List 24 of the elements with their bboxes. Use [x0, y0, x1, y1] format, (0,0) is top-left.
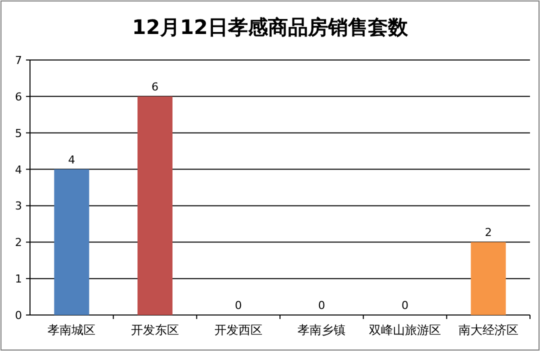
x-tick-label: 孝南城区	[48, 323, 96, 337]
y-tick-label: 0	[15, 309, 22, 322]
y-tick-label: 3	[15, 200, 22, 213]
data-label: 0	[318, 299, 326, 312]
data-label: 0	[234, 299, 242, 312]
chart-title: 12月12日孝感商品房销售套数	[132, 15, 409, 39]
bar	[138, 96, 172, 315]
data-label: 2	[484, 226, 492, 240]
y-tick-label: 6	[15, 90, 22, 104]
data-label: 4	[68, 153, 76, 166]
bar	[470, 242, 506, 315]
y-tick-label: 7	[15, 54, 22, 67]
data-label: 0	[402, 299, 408, 312]
y-tick-label: 5	[15, 126, 22, 140]
bar	[54, 169, 90, 315]
x-tick-label: 开发东区	[131, 323, 179, 337]
y-tick-label: 1	[15, 272, 22, 286]
y-tick-label: 4	[15, 163, 22, 176]
data-label: 6	[152, 80, 158, 94]
x-tick-label: 南大经济区	[458, 323, 518, 337]
x-tick-label: 双峰山旅游区	[369, 323, 441, 337]
x-tick-label: 孝南乡镇	[298, 323, 346, 337]
y-tick-label: 2	[15, 236, 22, 250]
x-tick-label: 开发西区	[214, 323, 262, 337]
